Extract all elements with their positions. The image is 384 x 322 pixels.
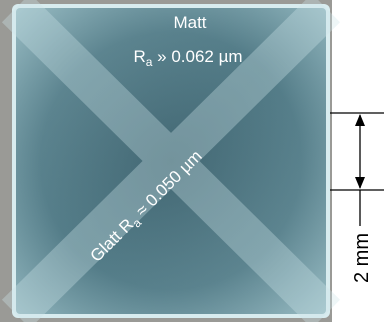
roughness-value: » 0.062 µm bbox=[152, 47, 242, 66]
scale-bar bbox=[330, 113, 384, 226]
top-label-line1: Matt bbox=[173, 13, 206, 32]
roughness-symbol: R bbox=[133, 47, 145, 66]
micrograph: Matt Ra » 0.062 µm Glatt Ra ≈ 0.050 µm 2… bbox=[0, 0, 384, 322]
page: {"labels": { "top": {"line1": "Matt", "s… bbox=[0, 0, 384, 322]
arrow-up bbox=[355, 114, 365, 126]
scale-label: 2 mm bbox=[351, 233, 373, 283]
arrow-down bbox=[355, 177, 365, 189]
